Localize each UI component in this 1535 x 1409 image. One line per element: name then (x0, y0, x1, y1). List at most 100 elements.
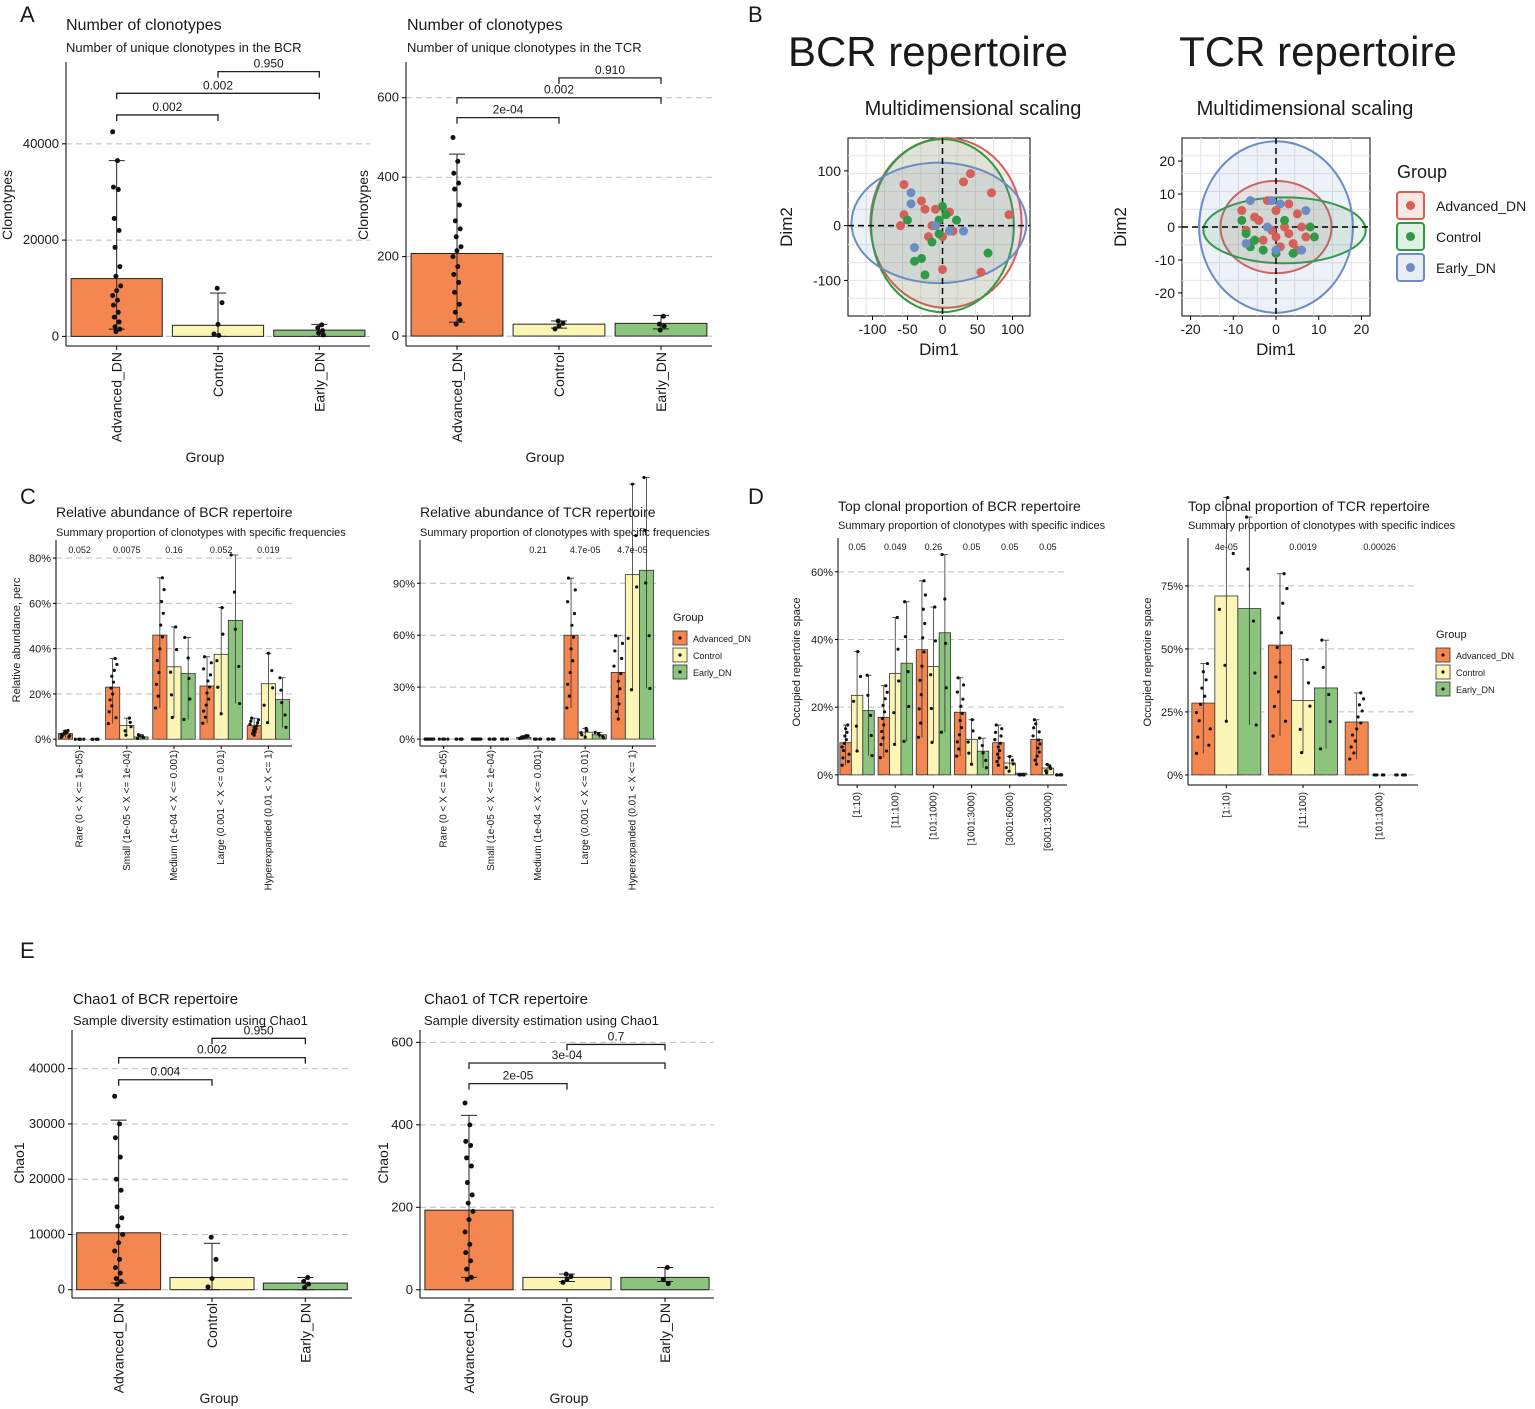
y-tick-label: 600 (391, 1034, 413, 1049)
data-point (585, 728, 589, 733)
x-tick-label: 100 (1001, 321, 1025, 337)
data-point (1031, 734, 1035, 738)
data-point (1198, 702, 1203, 706)
data-point (1275, 645, 1279, 650)
legend-title: Group (673, 612, 704, 624)
x-axis-label: Group (200, 1390, 239, 1406)
data-point (993, 730, 998, 734)
data-point (884, 684, 888, 688)
data-point (1018, 773, 1023, 777)
comparison-bracket (118, 1079, 213, 1086)
data-point (629, 688, 634, 692)
point-Control (941, 210, 951, 220)
point-Advanced_DN (1297, 222, 1307, 232)
legend-label: Advanced_DN (693, 634, 751, 644)
data-point (115, 662, 119, 667)
data-point (538, 737, 543, 741)
data-point (892, 711, 896, 715)
legend: Group Advanced_DN Control Early_DN (1435, 629, 1514, 697)
comparison-label: 3e-04 (552, 1048, 583, 1062)
data-point (1251, 619, 1256, 623)
p-value-label: 0.21 (529, 545, 547, 555)
data-point (955, 690, 959, 694)
data-point (664, 1264, 670, 1270)
comparison-bracket (558, 77, 662, 84)
comparison-bracket (566, 1043, 666, 1051)
data-point (119, 1215, 125, 1221)
p-value-label: 0.019 (257, 545, 280, 555)
data-point (882, 710, 887, 714)
point-Control (983, 248, 993, 258)
data-point (647, 634, 651, 638)
data-point (846, 723, 850, 727)
data-point (432, 737, 436, 741)
data-point (570, 623, 574, 627)
data-point (456, 180, 462, 186)
y-tick-label: -100 (813, 272, 841, 288)
data-point (552, 326, 558, 332)
data-point (113, 656, 117, 661)
data-point (1032, 726, 1036, 730)
x-tick-label: Large (0.001 < X <= 0.01) (216, 750, 227, 865)
data-point (619, 672, 623, 676)
data-point (202, 667, 206, 671)
chart-subtitle: Number of unique clonotypes in the BCR (66, 40, 302, 55)
x-tick-label: Control (559, 1303, 575, 1348)
legend-label: Early_DN (693, 668, 732, 678)
x-axis-label: Group (186, 449, 225, 465)
data-point (1196, 735, 1200, 739)
data-point (456, 301, 462, 307)
repertoire-heading: BCR repertoire (788, 28, 1068, 75)
data-point (452, 218, 458, 224)
data-point (111, 215, 117, 221)
x-tick-label: Early_DN (311, 352, 327, 412)
data-point (256, 718, 261, 722)
data-point (852, 699, 856, 703)
data-point (316, 330, 322, 336)
x-tick-label: Advanced_DN (111, 1303, 127, 1393)
p-value-label: 0.00026 (1363, 542, 1396, 552)
x-tick-label: -20 (1180, 321, 1200, 337)
legend-label: Early_DN (1436, 260, 1496, 276)
data-point (169, 693, 174, 697)
point-Advanced_DN (931, 204, 940, 214)
data-point (1349, 745, 1353, 749)
data-point (930, 740, 934, 744)
point-Early_DN (1301, 206, 1311, 216)
data-point (1305, 658, 1309, 662)
point-Advanced_DN (1237, 206, 1247, 216)
point-Advanced_DN (938, 264, 947, 274)
data-point (160, 635, 164, 639)
point-Advanced_DN (1284, 199, 1294, 209)
data-point (73, 737, 77, 741)
data-point (110, 129, 116, 135)
comparison-label: 0.002 (544, 83, 574, 97)
data-point (567, 694, 571, 698)
data-point (643, 528, 647, 532)
data-point (114, 297, 120, 303)
point-Control (1237, 215, 1247, 225)
data-point (463, 1250, 469, 1256)
data-point (571, 635, 576, 639)
data-point (427, 737, 432, 741)
data-point (1254, 723, 1258, 727)
point-Advanced_DN (1288, 238, 1298, 248)
data-point (466, 1217, 472, 1223)
y-tick-label: 400 (377, 169, 399, 184)
data-point (566, 576, 571, 580)
data-point (564, 1276, 570, 1282)
data-point (1281, 601, 1285, 605)
data-point (250, 731, 255, 736)
data-point (929, 706, 933, 711)
data-point (1034, 762, 1039, 766)
data-point (895, 615, 899, 620)
data-point (252, 725, 256, 730)
data-point (580, 733, 584, 737)
chart-subtitle: Summary proportion of clonotypes with sp… (1188, 520, 1456, 532)
data-point (881, 703, 885, 707)
x-tick-label: [6001:30000) (1043, 792, 1054, 851)
data-point (452, 186, 458, 192)
data-point (1000, 727, 1004, 731)
data-point (169, 670, 173, 674)
